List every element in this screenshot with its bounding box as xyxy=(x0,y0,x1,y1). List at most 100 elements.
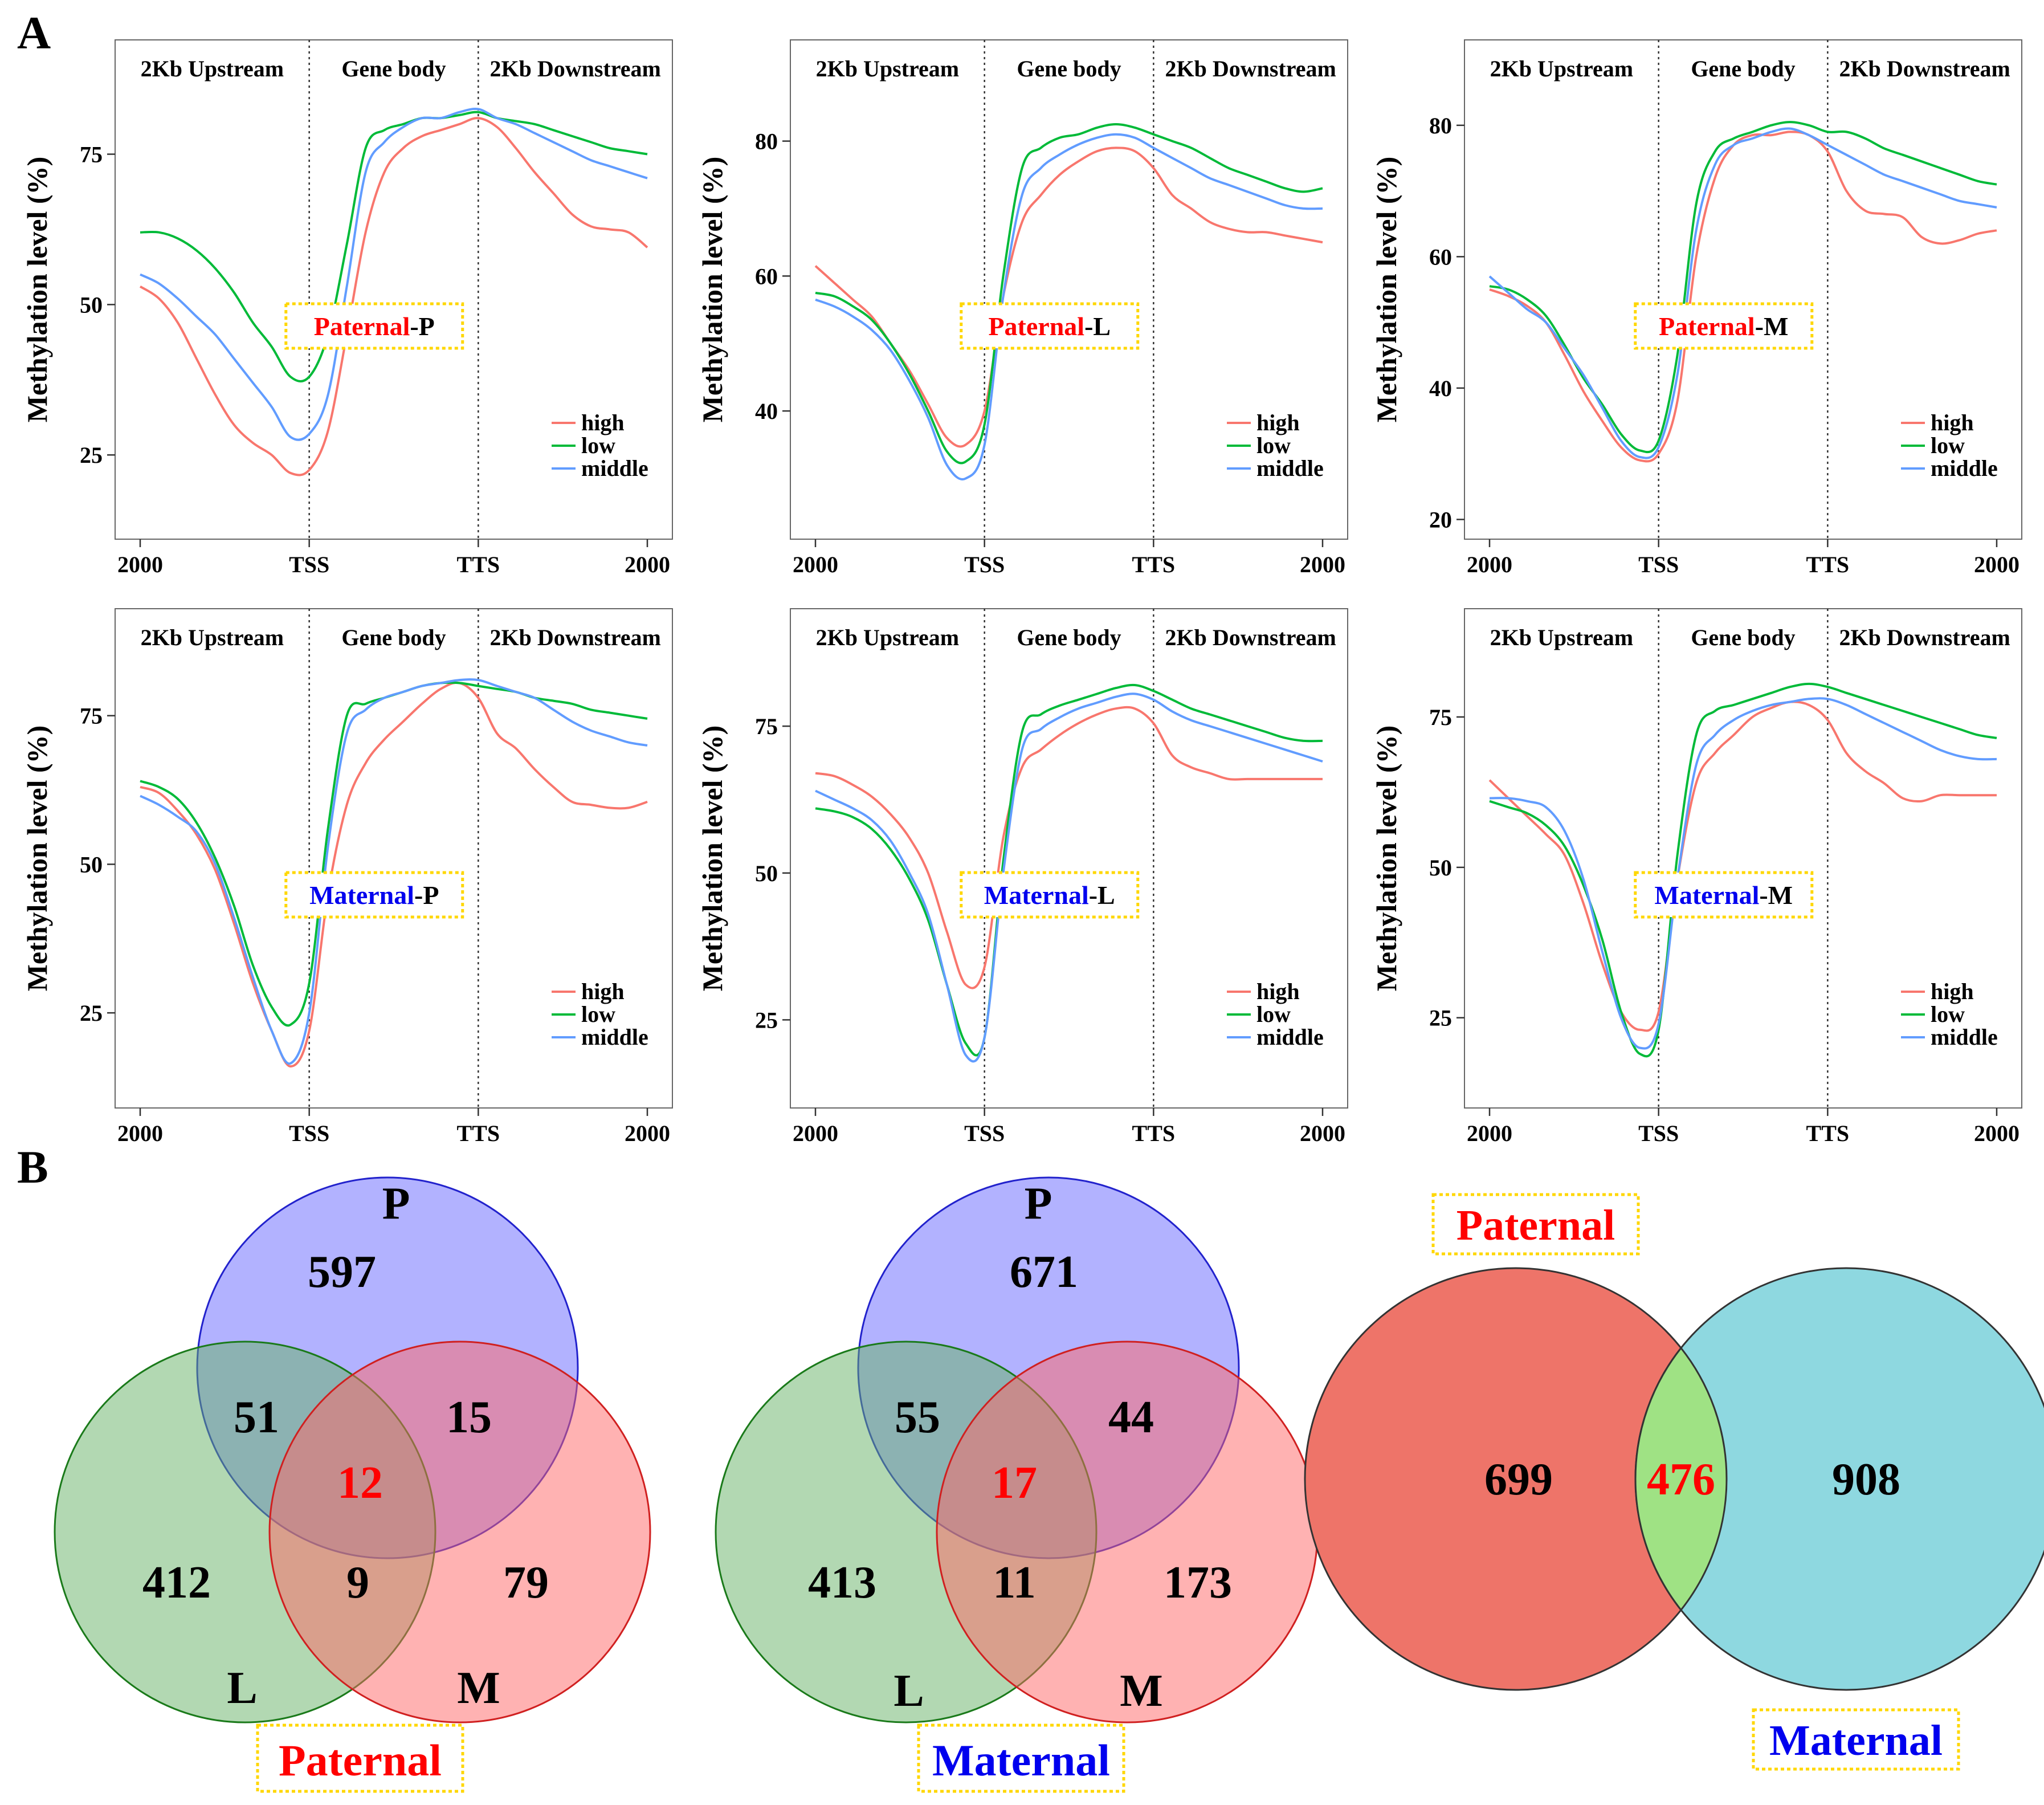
venn-count-m_only: 79 xyxy=(503,1558,549,1608)
legend-label-high: high xyxy=(1931,410,1974,435)
series-line-middle xyxy=(140,108,648,441)
y-tick-label: 80 xyxy=(755,129,778,154)
region-label: 2Kb Downstream xyxy=(489,56,660,82)
venn-diagrams: 597 412 79 51 15 9 12 P L M Paternal 671 413 173 55 44 1… xyxy=(54,1176,2044,1793)
series-line-high xyxy=(139,117,648,476)
y-axis-label: Methylation level (%) xyxy=(1370,157,1402,423)
venn-circle-m xyxy=(268,1340,651,1723)
y-tick-label: 50 xyxy=(80,292,103,317)
series-line-middle xyxy=(140,678,648,1065)
x-tick-label: 2000 xyxy=(793,552,838,577)
series-line-high xyxy=(140,681,648,1067)
venn-label-frame-paternal xyxy=(1431,1193,1640,1256)
legend-label-low: low xyxy=(1256,433,1291,458)
sample-badge-tissue: -P xyxy=(414,881,439,910)
x-tick-label: 2000 xyxy=(625,1121,670,1146)
profile-chart-1: 2Kb Upstream Gene body 2Kb Downstream 25 50 7… xyxy=(21,39,673,577)
x-tick-label: TTS xyxy=(457,552,500,577)
legend-label-middle: middle xyxy=(1256,455,1324,481)
venn-set-label-l: L xyxy=(227,1663,257,1713)
y-tick-label: 75 xyxy=(755,714,778,739)
y-tick-label: 25 xyxy=(755,1007,778,1033)
y-axis-label: Methylation level (%) xyxy=(21,157,53,423)
y-axis-label: Methylation level (%) xyxy=(696,157,728,423)
x-tick-label: TSS xyxy=(289,1121,329,1146)
legend-label-low: low xyxy=(581,1001,615,1027)
venn-set-label-l: L xyxy=(894,1666,924,1716)
venn-count-lm: 11 xyxy=(993,1558,1036,1608)
y-tick-label: 75 xyxy=(80,142,103,168)
region-label: 2Kb Downstream xyxy=(1839,56,2010,82)
sample-badge-frame xyxy=(1634,302,1814,350)
x-tick-label: TSS xyxy=(1638,1121,1679,1146)
series-line-middle xyxy=(815,133,1323,480)
venn-count-overlap: 476 xyxy=(1647,1454,1715,1505)
sample-badge-origin: Paternal xyxy=(1659,312,1755,341)
venn-count-p_only: 671 xyxy=(1010,1247,1078,1297)
profile-chart-5: 2Kb Upstream Gene body 2Kb Downstream 25 50 7… xyxy=(696,608,1348,1146)
methylation-profile-charts: 2Kb Upstream Gene body 2Kb Downstream 25 50 7… xyxy=(21,39,2022,1146)
legend-label-middle: middle xyxy=(581,1024,648,1050)
sample-badge: Maternal-P xyxy=(309,881,439,910)
x-tick-label: TSS xyxy=(289,552,329,577)
sample-badge: Paternal-L xyxy=(988,312,1111,341)
venn-three-set-1: 597 412 79 51 15 9 12 P L M Paternal xyxy=(54,1176,651,1793)
region-label: 2Kb Downstream xyxy=(1839,625,2010,650)
plot-frame xyxy=(1464,39,2022,540)
x-tick-label: 2000 xyxy=(117,1121,163,1146)
series-line-high xyxy=(815,706,1323,989)
sample-badge-origin: Maternal xyxy=(984,881,1089,910)
venn-count-lm: 9 xyxy=(346,1558,369,1608)
sample-badge: Paternal-M xyxy=(1659,312,1788,341)
series-line-high xyxy=(1488,700,1997,1032)
y-tick-label: 60 xyxy=(755,263,778,289)
region-label: Gene body xyxy=(1691,56,1795,82)
x-tick-label: TTS xyxy=(1132,552,1176,577)
legend-label-low: low xyxy=(1931,433,1965,458)
venn-label-frame-maternal xyxy=(1752,1708,1960,1771)
venn-set-label-m: M xyxy=(1120,1666,1163,1716)
x-tick-label: 2000 xyxy=(1467,552,1512,577)
venn-count-maternal-only: 908 xyxy=(1832,1454,1900,1505)
legend-label-low: low xyxy=(1931,1001,1965,1027)
series-line-middle xyxy=(815,692,1323,1063)
series-line-high xyxy=(1489,131,1997,463)
venn-count-plm: 17 xyxy=(992,1458,1037,1508)
y-axis-label: Methylation level (%) xyxy=(1370,726,1402,992)
x-tick-label: 2000 xyxy=(117,552,163,577)
series-line-low xyxy=(1489,121,1997,454)
x-tick-label: TSS xyxy=(964,1121,1005,1146)
x-tick-label: 2000 xyxy=(1467,1121,1512,1146)
x-tick-label: 2000 xyxy=(625,552,670,577)
region-label: 2Kb Downstream xyxy=(489,625,660,650)
venn-count-pl: 55 xyxy=(895,1392,940,1443)
plot-frame xyxy=(790,608,1348,1109)
region-label: Gene body xyxy=(1017,56,1121,82)
x-tick-label: 2000 xyxy=(1300,1121,1345,1146)
venn-label-paternal: Paternal xyxy=(1456,1201,1615,1249)
legend-label-low: low xyxy=(581,433,615,458)
legend-label-high: high xyxy=(581,979,625,1004)
x-tick-label: 2000 xyxy=(1974,552,2019,577)
venn-two-set: 699 476 908 Paternal Maternal xyxy=(1304,1193,2044,1771)
sample-badge: Paternal-P xyxy=(314,312,435,341)
venn-set-label-m: M xyxy=(457,1663,500,1713)
x-tick-label: TTS xyxy=(457,1121,500,1146)
venn-count-l_only: 413 xyxy=(808,1558,876,1608)
region-label: Gene body xyxy=(341,625,446,650)
venn-badge-frame xyxy=(917,1723,1125,1793)
y-axis-label: Methylation level (%) xyxy=(21,726,53,992)
legend-label-middle: middle xyxy=(581,455,648,481)
legend-label-high: high xyxy=(581,410,625,435)
x-tick-label: TTS xyxy=(1806,1121,1850,1146)
legend-label-low: low xyxy=(1256,1001,1291,1027)
legend-label-middle: middle xyxy=(1256,1024,1324,1050)
x-tick-label: 2000 xyxy=(1300,552,1345,577)
legend-label-middle: middle xyxy=(1931,455,1998,481)
y-tick-label: 50 xyxy=(755,861,778,886)
x-tick-label: 2000 xyxy=(1974,1121,2019,1146)
y-tick-label: 40 xyxy=(755,398,778,424)
venn-badge-label: Maternal xyxy=(932,1735,1110,1785)
